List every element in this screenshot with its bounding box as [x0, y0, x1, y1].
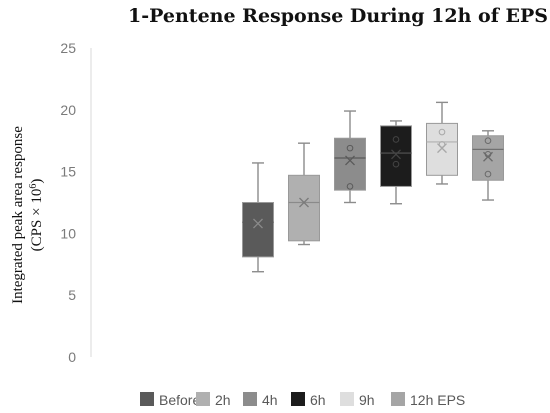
box-iqr	[426, 122, 458, 176]
y-axis-label-prefix: (CPS × 10	[29, 189, 45, 252]
box-series-before	[242, 162, 274, 273]
data-point	[438, 128, 446, 136]
y-tick-label: 20	[60, 102, 76, 118]
y-tick-label: 5	[68, 287, 76, 303]
data-point	[484, 170, 492, 178]
chart-legend: Before 2h 4h 6h 9h 12h EPS	[140, 392, 465, 408]
y-axis-label: Integrated peak area response (CPS × 106…	[10, 126, 45, 304]
legend-label: 4h	[262, 392, 278, 408]
data-point	[392, 136, 400, 143]
legend-swatch	[140, 392, 154, 406]
y-tick-label: 15	[60, 164, 76, 180]
legend-swatch	[291, 392, 305, 406]
data-point	[346, 144, 354, 152]
mean-marker-b	[391, 149, 401, 160]
y-tick-labels: 0 5 10 15 20 25	[60, 40, 76, 365]
y-tick-label: 25	[60, 40, 76, 56]
box-iqr	[288, 174, 320, 242]
y-tick-label: 0	[68, 349, 76, 365]
y-axis-label-line2: (CPS × 106)	[28, 179, 46, 252]
y-axis-label-suffix: )	[29, 179, 45, 184]
legend-label: 6h	[310, 392, 326, 408]
box-series-4h	[334, 110, 366, 204]
mean-marker-b	[345, 155, 355, 166]
legend-label: 9h	[359, 392, 375, 408]
mean-marker-b	[253, 218, 263, 229]
mean-marker-b	[299, 197, 309, 208]
legend-swatch	[196, 392, 210, 406]
chart-title: 1-Pentene Response During 12h of EPS	[128, 5, 548, 27]
legend-swatch	[391, 392, 405, 406]
legend-swatch	[243, 392, 257, 406]
box-iqr	[334, 137, 366, 191]
box-series-group	[242, 101, 504, 273]
box-series-12h-eps	[472, 130, 504, 201]
legend-label: Before	[159, 392, 200, 408]
data-point	[484, 137, 492, 144]
box-series-9h	[426, 101, 458, 185]
y-tick-label: 10	[60, 225, 76, 241]
legend-label: 2h	[215, 392, 231, 408]
box-iqr	[472, 135, 504, 181]
data-point	[392, 160, 400, 168]
mean-marker-b	[483, 151, 493, 162]
mean-marker-b	[437, 143, 447, 154]
y-axis-label-exponent: 6	[28, 184, 39, 189]
box-series-2h	[288, 142, 320, 246]
box-iqr	[242, 202, 274, 258]
box-iqr	[380, 125, 412, 187]
box-series-6h	[380, 120, 412, 205]
y-axis-label-line1: Integrated peak area response	[10, 126, 26, 304]
legend-swatch	[340, 392, 354, 406]
legend-label: 12h EPS	[410, 392, 465, 408]
data-point	[346, 183, 354, 190]
